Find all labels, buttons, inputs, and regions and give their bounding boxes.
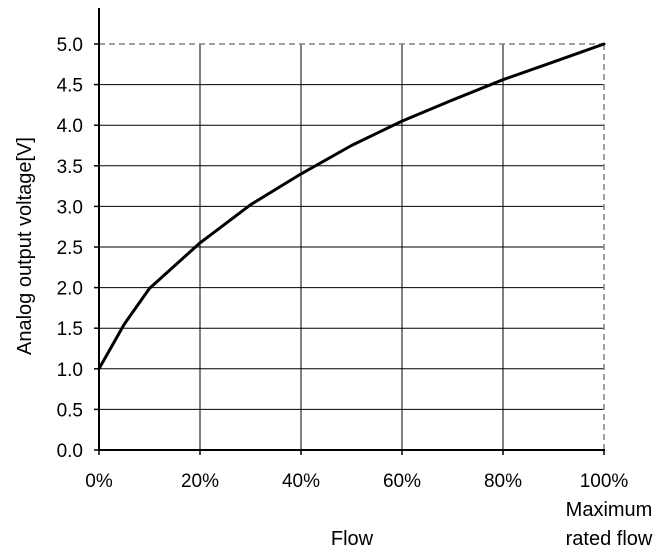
x-tick-label: 100% bbox=[580, 471, 629, 492]
y-tick-label: 1.5 bbox=[57, 319, 83, 340]
x-end-note-line2: rated flow bbox=[566, 528, 653, 550]
y-tick-label: 0.0 bbox=[57, 441, 83, 462]
y-axis-label: Analog output voltage[V] bbox=[14, 137, 36, 355]
y-tick-label: 2.5 bbox=[57, 238, 83, 259]
x-tick-label: 60% bbox=[383, 471, 421, 492]
y-tick-label: 0.5 bbox=[57, 400, 83, 421]
x-tick-label: 0% bbox=[85, 471, 113, 492]
x-axis-label: Flow bbox=[331, 528, 374, 550]
y-tick-label: 4.0 bbox=[57, 116, 83, 137]
series-line-0 bbox=[97, 42, 606, 371]
x-tick-label: 20% bbox=[181, 471, 219, 492]
y-tick-label: 2.0 bbox=[57, 279, 83, 300]
x-tick-label: 80% bbox=[484, 471, 522, 492]
grid bbox=[99, 44, 604, 450]
series-layer bbox=[97, 42, 606, 371]
y-tick-label: 4.5 bbox=[57, 76, 83, 97]
y-tick-label: 5.0 bbox=[57, 35, 83, 56]
y-tick-label: 1.0 bbox=[57, 360, 83, 381]
axes bbox=[94, 8, 605, 455]
x-end-note-line1: Maximum bbox=[566, 499, 653, 521]
y-tick-label: 3.0 bbox=[57, 197, 83, 218]
x-tick-label: 40% bbox=[282, 471, 320, 492]
y-tick-label: 3.5 bbox=[57, 157, 83, 178]
tick-labels: 0.0 0.5 1.0 1.5 2.0 2.5 3.0 3.5 4.0 4.5 5.0 0% 20% 40… bbox=[57, 35, 629, 492]
